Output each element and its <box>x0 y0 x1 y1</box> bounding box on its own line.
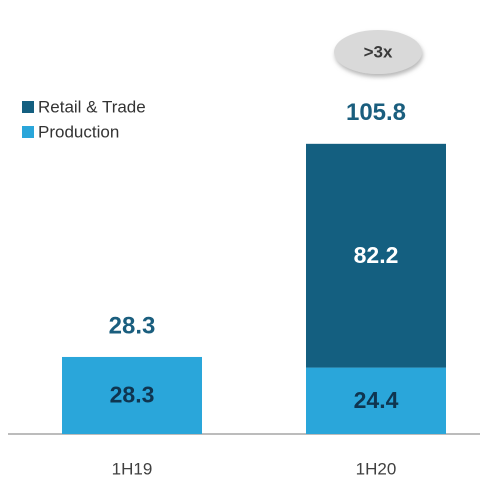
annotation: >3x <box>364 42 393 61</box>
legend-swatch <box>22 126 34 138</box>
bar-segment <box>306 143 446 368</box>
x-tick-label: 1H19 <box>112 459 153 478</box>
segment-label: 28.3 <box>110 382 155 408</box>
segment-label: 82.2 <box>354 242 399 268</box>
annotation-bubble <box>334 30 422 74</box>
total-label: 105.8 <box>346 99 406 126</box>
bar-segment <box>62 356 202 434</box>
total-label: 28.3 <box>109 312 156 339</box>
x-tick-label: 1H20 <box>356 459 397 478</box>
segment-label: 24.4 <box>354 387 399 413</box>
legend-label: Retail & Trade <box>38 97 146 116</box>
legend-swatch <box>22 101 34 113</box>
legend-label: Production <box>38 122 119 141</box>
bar-segment <box>306 367 446 434</box>
